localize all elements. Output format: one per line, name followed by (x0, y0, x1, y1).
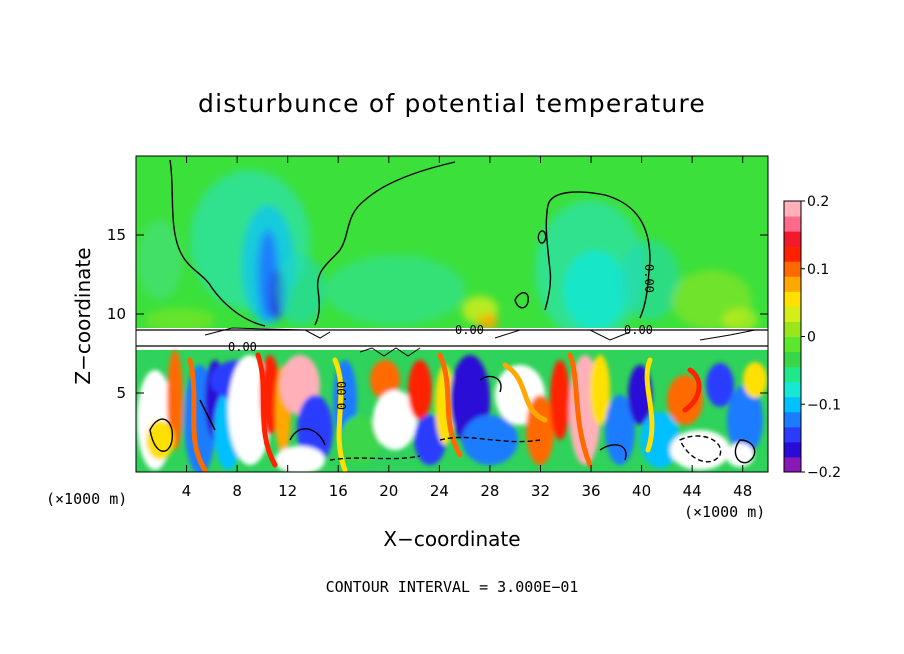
x-tick-label: 16 (329, 482, 348, 500)
x-tick-label: 36 (581, 482, 600, 500)
colorbar-tick-label: −0.2 (807, 465, 841, 481)
x-tick-label: 12 (278, 482, 297, 500)
y-tick-label: 15 (107, 226, 126, 244)
colorbar-swatch (784, 441, 801, 458)
x-tick-label: 20 (379, 482, 398, 500)
colorbar-swatch (784, 366, 801, 383)
colorbar-tick-label: 0.1 (807, 262, 829, 278)
contour-labels: 0.00 0.00 0.00 0.00 0.00 (228, 264, 656, 410)
colorbar-swatch (784, 246, 801, 262)
colorbar-swatch (784, 456, 801, 473)
colorbar-tick-label: 0 (807, 330, 816, 346)
x-tick-label: 40 (632, 482, 651, 500)
x-unit-left: (×1000 m) (46, 490, 127, 508)
x-tick-label: 48 (733, 482, 752, 500)
y-tick-label: 10 (107, 305, 126, 323)
x-unit-right: (×1000 m) (684, 503, 765, 521)
colorbar-swatch (784, 306, 801, 322)
contour-label: 0.00 (455, 323, 484, 337)
colorbar: 0.2 0.1 0 −0.1 −0.2 (783, 194, 841, 481)
colorbar-tick-label: 0.2 (807, 194, 829, 210)
x-tick-label: 8 (232, 482, 242, 500)
colorbar-swatch (784, 396, 801, 413)
chart-title: disturbunce of potential temperature (198, 89, 706, 118)
x-tick-label: 28 (480, 482, 499, 500)
contour-lines (149, 159, 756, 464)
contour-label: 0.00 (335, 381, 349, 410)
colorbar-swatch (784, 336, 801, 353)
contour-label: 0.00 (228, 340, 257, 354)
colorbar-swatch (784, 426, 801, 443)
colorbar-swatch (784, 276, 801, 292)
boundary-ticks (204, 327, 756, 357)
colorbar-swatch (784, 216, 801, 232)
x-tick-label: 44 (683, 482, 702, 500)
y-tick-label: 5 (116, 384, 126, 402)
boundary-band (136, 328, 768, 350)
colorbar-swatch (784, 351, 801, 368)
y-axis-title: Z−coordinate (71, 247, 95, 384)
plot-area: 0.00 0.00 0.00 0.00 0.00 (136, 156, 768, 472)
colorbar-swatch (784, 381, 801, 398)
colorbar-swatch (784, 261, 801, 277)
colorbar-swatch (784, 291, 801, 307)
colorbar-swatch (784, 231, 801, 247)
colorbar-tick-label: −0.1 (807, 397, 841, 413)
x-tick-label: 32 (531, 482, 550, 500)
y-axis: 5 10 15 (107, 226, 768, 402)
upper-anomalies (138, 170, 758, 340)
x-axis: 4 8 12 16 20 24 28 32 36 40 44 48 (182, 156, 752, 500)
x-tick-label: 24 (430, 482, 449, 500)
colorbar-swatch (784, 321, 801, 337)
colorbar-swatch (784, 411, 801, 428)
colorbar-swatch (784, 201, 801, 217)
x-axis-title: X−coordinate (383, 527, 520, 551)
lower-streaks (187, 352, 702, 472)
contour-label: 0.00 (624, 323, 653, 337)
contour-label: 0.00 (642, 264, 656, 293)
contour-interval-note: CONTOUR INTERVAL = 3.000E−01 (326, 578, 579, 596)
x-tick-label: 4 (182, 482, 192, 500)
